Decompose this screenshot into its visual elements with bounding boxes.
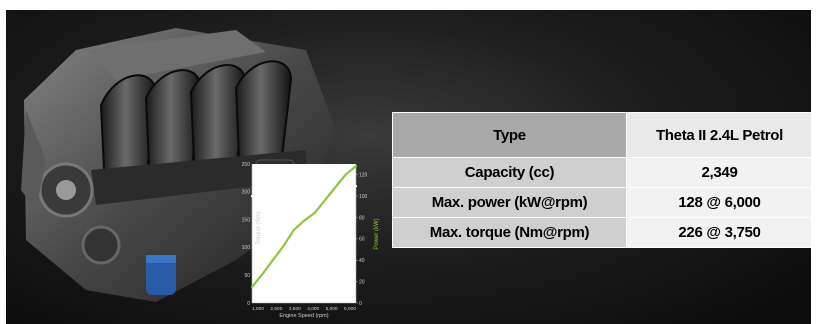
power-tick-label: 40 xyxy=(359,258,365,264)
engine-spec-table: Type Theta II 2.4L Petrol Capacity (cc) … xyxy=(392,112,811,248)
spec-row-capacity: Capacity (cc) 2,349 xyxy=(393,158,812,188)
power-tick-label: 100 xyxy=(359,194,368,200)
spec-header-value: Theta II 2.4L Petrol xyxy=(627,113,812,158)
torque-tick-label: 50 xyxy=(244,273,250,279)
spec-value: 226 @ 3,750 xyxy=(627,218,812,248)
torque-power-chart: 0 50 100 150 200 250 0 20 40 60 80 100 120 1,500 2,500… xyxy=(237,160,387,324)
speed-tick-label: 6,000 xyxy=(344,306,356,312)
torque-tick-label: 100 xyxy=(242,245,251,251)
hero-banner: 0 50 100 150 200 250 0 20 40 60 80 100 120 1,500 2,500… xyxy=(6,10,811,324)
spec-label: Max. power (kW@rpm) xyxy=(393,188,627,218)
power-tick-label: 120 xyxy=(359,172,368,178)
torque-tick-label: 0 xyxy=(247,301,250,307)
speed-tick-label: 5,000 xyxy=(326,306,338,312)
spec-row-torque: Max. torque (Nm@rpm) 226 @ 3,750 xyxy=(393,218,812,248)
power-tick-label: 60 xyxy=(359,237,365,243)
spec-header-row: Type Theta II 2.4L Petrol xyxy=(393,113,812,158)
speed-tick-label: 2,500 xyxy=(270,306,282,312)
spec-row-power: Max. power (kW@rpm) 128 @ 6,000 xyxy=(393,188,812,218)
spec-header-label: Type xyxy=(393,113,627,158)
torque-axis-title: Torque (Nm) xyxy=(256,211,262,244)
power-tick-label: 20 xyxy=(359,279,365,285)
spec-value: 128 @ 6,000 xyxy=(627,188,812,218)
spec-label: Capacity (cc) xyxy=(393,158,627,188)
torque-tick-label: 250 xyxy=(242,162,251,168)
spec-label: Max. torque (Nm@rpm) xyxy=(393,218,627,248)
engine-speed-axis-title: Engine Speed (rpm) xyxy=(279,313,328,319)
power-tick-label: 0 xyxy=(359,301,362,307)
torque-tick-label: 200 xyxy=(242,190,251,196)
speed-tick-label: 4,000 xyxy=(307,306,319,312)
plot-area xyxy=(252,164,356,303)
power-tick-label: 80 xyxy=(359,215,365,221)
spec-value: 2,349 xyxy=(627,158,812,188)
speed-tick-label: 3,500 xyxy=(289,306,301,312)
speed-tick-label: 1,500 xyxy=(252,306,264,312)
power-axis-title: Power (kW) xyxy=(374,218,380,249)
torque-tick-label: 150 xyxy=(242,217,251,223)
